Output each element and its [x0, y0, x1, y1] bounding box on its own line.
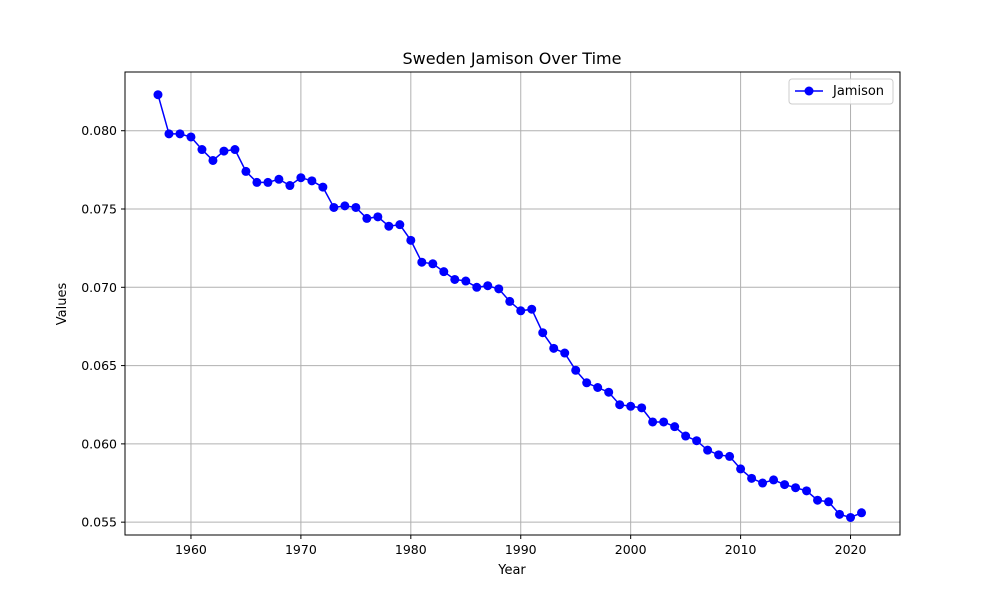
y-axis-label: Values — [55, 283, 70, 326]
data-point — [659, 417, 669, 427]
x-tick-label: 1970 — [285, 542, 317, 557]
x-axis-ticks: 1960 1970 1980 1990 2000 2010 2020 — [175, 535, 866, 557]
data-point — [384, 221, 394, 231]
data-point — [736, 464, 746, 474]
data-point — [824, 497, 834, 507]
data-point — [758, 478, 768, 488]
data-point — [670, 422, 680, 432]
data-point — [318, 182, 328, 192]
data-point — [527, 304, 537, 314]
data-point — [747, 473, 757, 483]
data-point — [483, 281, 493, 291]
data-point — [164, 129, 174, 139]
chart-title: Sweden Jamison Over Time — [403, 49, 622, 68]
data-point — [857, 508, 867, 518]
data-point — [549, 343, 559, 353]
plot-frame — [124, 71, 901, 536]
x-tick-label: 2010 — [725, 542, 757, 557]
data-point — [406, 235, 416, 245]
data-point — [340, 201, 350, 211]
data-point — [615, 400, 625, 410]
y-axis-ticks: 0.055 0.060 0.065 0.070 0.075 0.080 — [81, 123, 125, 530]
data-point — [461, 276, 471, 286]
data-point — [208, 155, 218, 165]
plot-area — [153, 90, 867, 522]
legend: Jamison — [788, 78, 894, 105]
y-tick-label: 0.080 — [81, 123, 117, 138]
legend-box — [788, 78, 894, 105]
data-point — [417, 257, 427, 267]
data-point — [516, 306, 526, 316]
data-point — [769, 475, 779, 485]
data-point — [571, 365, 581, 375]
data-point — [307, 176, 317, 186]
data-point — [197, 145, 207, 155]
data-point — [593, 383, 603, 393]
data-point — [714, 450, 724, 460]
data-point — [395, 220, 405, 230]
legend-label-jamison: Jamison — [832, 84, 884, 99]
x-tick-label: 1980 — [395, 542, 427, 557]
data-point — [648, 417, 658, 427]
data-point — [725, 451, 735, 461]
y-tick-label: 0.070 — [81, 280, 117, 295]
series-line-jamison — [157, 94, 862, 519]
data-point — [626, 401, 636, 411]
data-point — [637, 403, 647, 413]
data-point — [604, 387, 614, 397]
data-point — [296, 173, 306, 183]
data-point — [373, 212, 383, 222]
grid-lines — [125, 72, 900, 535]
data-point — [329, 202, 339, 212]
data-point — [681, 431, 691, 441]
x-tick-label: 2020 — [835, 542, 867, 557]
data-point — [219, 146, 229, 156]
legend-marker-sample — [804, 86, 814, 96]
data-point — [230, 145, 240, 155]
data-point — [252, 177, 262, 187]
data-point — [263, 177, 273, 187]
y-tick-label: 0.060 — [81, 436, 117, 451]
data-point — [241, 166, 251, 176]
data-point — [692, 436, 702, 446]
y-tick-label: 0.055 — [81, 515, 117, 530]
data-point — [439, 267, 449, 277]
data-point — [285, 181, 295, 191]
x-tick-label: 2000 — [615, 542, 647, 557]
data-point — [362, 213, 372, 223]
y-tick-label: 0.075 — [81, 202, 117, 217]
data-point — [802, 486, 812, 496]
data-point — [582, 378, 592, 388]
data-point — [274, 174, 284, 184]
data-point — [175, 129, 185, 139]
data-point — [494, 284, 504, 294]
data-point — [846, 512, 856, 522]
data-point — [505, 296, 515, 306]
data-point — [813, 495, 823, 505]
x-tick-label: 1960 — [175, 542, 207, 557]
data-point — [703, 445, 713, 455]
x-tick-label: 1990 — [505, 542, 537, 557]
data-point — [560, 348, 570, 358]
data-point — [428, 259, 438, 269]
data-point — [450, 274, 460, 284]
data-point — [538, 328, 548, 338]
data-point — [780, 480, 790, 490]
data-point — [835, 509, 845, 519]
y-tick-label: 0.065 — [81, 358, 117, 373]
data-point — [791, 483, 801, 493]
data-point — [351, 202, 361, 212]
data-point — [186, 132, 196, 142]
x-axis-label: Year — [497, 563, 526, 578]
data-point — [472, 282, 482, 292]
data-point — [153, 90, 163, 100]
